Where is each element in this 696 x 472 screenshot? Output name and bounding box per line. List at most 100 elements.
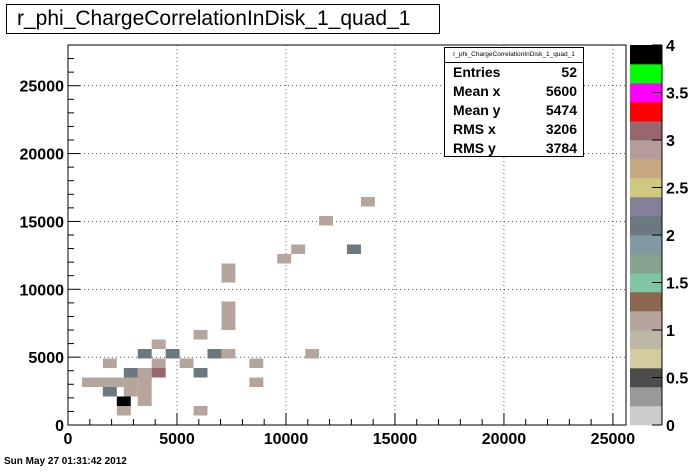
heatmap-cell [193, 368, 208, 378]
heatmap-cell [193, 330, 208, 340]
palette-swatch [630, 45, 662, 65]
grid [68, 45, 626, 425]
heatmap-cell [249, 377, 264, 387]
stat-label: Mean y [453, 102, 501, 118]
heatmap-cell [221, 301, 236, 311]
y-tick-label: 10000 [20, 282, 65, 299]
z-tick-label: 0 [666, 418, 675, 435]
stat-entries: Entries 52 [445, 63, 583, 82]
palette-swatch [630, 311, 662, 331]
x-tick-label: 0 [64, 431, 73, 448]
stat-mean-x: Mean x 5600 [445, 82, 583, 101]
timestamp: Sun May 27 01:31:42 2012 [4, 456, 127, 467]
heatmap-cell [151, 358, 166, 368]
palette-swatch [630, 197, 662, 217]
palette-swatch [630, 216, 662, 236]
heatmap-cell [137, 368, 152, 378]
stat-label: Entries [453, 64, 501, 80]
heatmap-cell [116, 396, 131, 406]
heatmap-cell [319, 216, 334, 226]
heatmap-cell [137, 377, 152, 387]
z-tick-label: 1 [666, 323, 675, 340]
z-tick-label: 2 [666, 228, 675, 245]
heatmap-cell [291, 244, 306, 254]
stat-rms-y: RMS y 3784 [445, 139, 583, 158]
stat-value: 3206 [545, 121, 577, 137]
heatmap-cell [305, 349, 320, 359]
heatmap-cell [221, 263, 236, 273]
x-tick-label: 20000 [482, 431, 527, 448]
x-tick-label: 25000 [591, 431, 636, 448]
heatmap-cell [249, 358, 264, 368]
heatmap-cell [102, 358, 117, 368]
heatmap-cell [221, 349, 236, 359]
heatmap-cell [207, 349, 222, 359]
z-tick-label: 4 [666, 38, 675, 55]
heatmap-cell [347, 244, 361, 254]
palette-swatch [630, 83, 662, 103]
stats-box: r_phi_ChargeCorrelationInDisk_1_quad_1 E… [444, 47, 584, 157]
palette-swatch [630, 102, 662, 122]
x-tick-label: 15000 [373, 431, 418, 448]
heatmap-cell [151, 339, 166, 349]
heatmap-cell [193, 406, 208, 416]
stat-value: 5474 [545, 102, 577, 118]
z-tick-label: 2.5 [666, 181, 688, 198]
y-tick-label: 5000 [28, 350, 64, 367]
y-tick-label: 0 [55, 418, 64, 435]
stat-value: 5600 [545, 83, 577, 99]
palette-swatch [630, 254, 662, 274]
palette-swatch [630, 349, 662, 369]
heatmap-cell [95, 377, 110, 387]
stat-label: Mean x [453, 83, 501, 99]
z-tick-label: 0.5 [666, 371, 688, 388]
heatmap-cell [151, 368, 166, 378]
palette-swatch [630, 292, 662, 312]
palette-swatch [630, 178, 662, 198]
z-tick-label: 3 [666, 133, 675, 150]
stat-value: 3784 [545, 140, 577, 156]
heatmap-cell [123, 368, 138, 378]
x-tick-label: 10000 [264, 431, 309, 448]
stat-value: 52 [561, 64, 577, 80]
axes: 0 5000 10000 15000 20000 25000 0 5000 10000 15000… [20, 58, 636, 448]
palette-swatch [630, 330, 662, 350]
heatmap-cell [179, 358, 194, 368]
palette-swatch [630, 368, 662, 388]
palette-swatch [630, 406, 662, 426]
z-tick-label: 3.5 [666, 86, 688, 103]
color-scale: 0 0.5 1 1.5 2 2.5 3 3.5 4 [630, 38, 688, 435]
z-tick-label: 1.5 [666, 276, 688, 293]
heatmap-cell [137, 387, 152, 397]
heatmap-cell [360, 197, 375, 207]
heatmap-cell [137, 349, 152, 359]
stat-label: RMS x [453, 121, 496, 137]
heatmap-cells [81, 197, 375, 416]
palette-swatch [630, 159, 662, 179]
palette-swatch [630, 387, 662, 407]
y-tick-label: 15000 [20, 214, 65, 231]
heatmap-cell [123, 387, 138, 397]
heatmap-cell [81, 377, 96, 387]
stats-title: r_phi_ChargeCorrelationInDisk_1_quad_1 [445, 48, 583, 63]
heatmap-cell [165, 349, 180, 359]
heatmap-cell [109, 377, 124, 387]
x-tick-label: 5000 [159, 431, 195, 448]
heatmap-cell [137, 396, 152, 406]
stat-label: RMS y [453, 140, 496, 156]
palette-swatch [630, 121, 662, 141]
heatmap-cell [277, 254, 292, 264]
palette-swatch [630, 235, 662, 255]
y-tick-label: 25000 [20, 79, 65, 96]
heatmap-cell [102, 387, 117, 397]
stat-rms-x: RMS x 3206 [445, 120, 583, 139]
palette-swatch [630, 140, 662, 160]
heatmap-cell [123, 377, 138, 387]
heatmap-cell [221, 311, 236, 321]
stat-mean-y: Mean y 5474 [445, 101, 583, 120]
palette-swatch [630, 64, 662, 84]
chart-title: r_phi_ChargeCorrelationInDisk_1_quad_1 [6, 4, 440, 34]
heatmap-cell [116, 406, 131, 416]
y-tick-label: 20000 [20, 147, 65, 164]
